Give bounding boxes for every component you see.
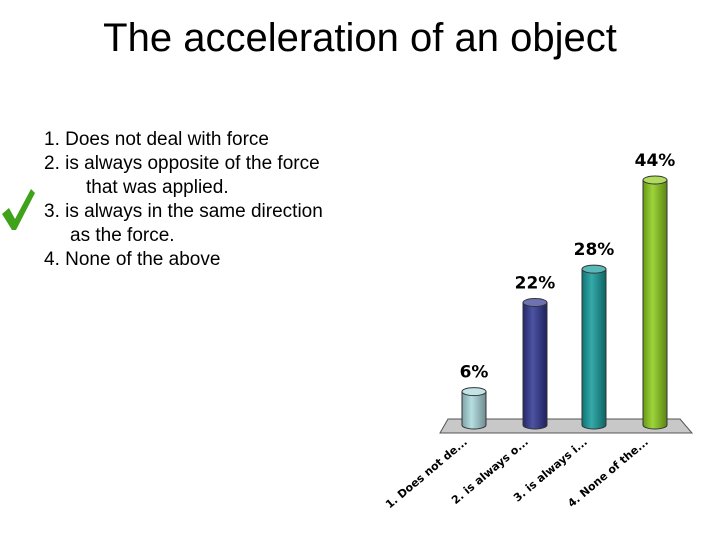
answer-option-1: 1. Does not deal with force	[44, 129, 269, 150]
bar-2	[522, 298, 548, 430]
value-label-3: 28%	[574, 240, 615, 260]
answer-list: 1. Does not deal with force 2. is always…	[44, 128, 364, 272]
bar-4	[642, 175, 668, 430]
value-label-4: 44%	[635, 151, 676, 171]
slide-title: The acceleration of an object	[103, 16, 617, 60]
checkmark-icon	[2, 189, 35, 230]
value-label-2: 22%	[515, 274, 556, 294]
answer-option-3-continued: as the force.	[70, 225, 175, 246]
bar-3	[581, 264, 607, 430]
answer-option-2: 2. is always opposite of the force	[44, 153, 320, 174]
value-label-1: 6%	[460, 363, 489, 383]
answer-option-4: 4. None of the above	[44, 249, 221, 270]
bar-1	[461, 387, 487, 430]
answer-option-3: 3. is always in the same direction	[44, 201, 323, 222]
answer-option-2-continued: that was applied.	[86, 177, 229, 198]
